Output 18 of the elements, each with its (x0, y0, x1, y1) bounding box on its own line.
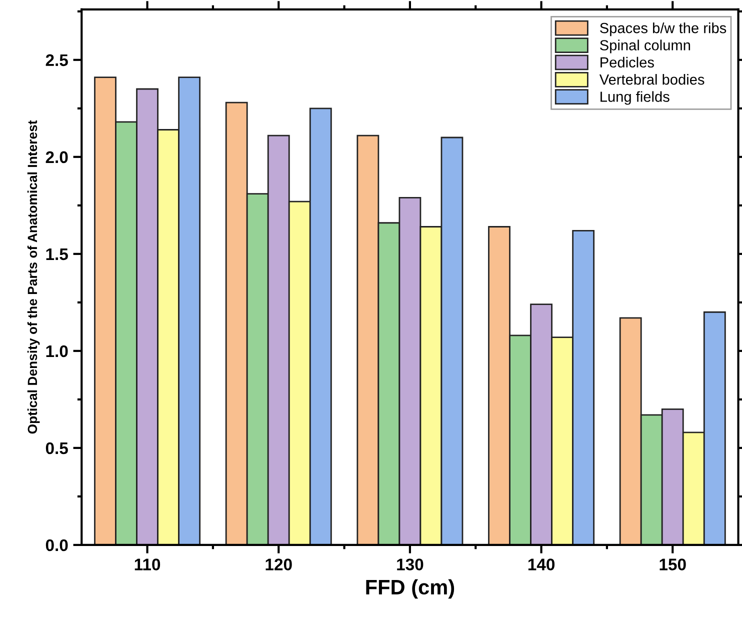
y-tick-label: 0.0 (46, 539, 68, 552)
x-tick-label: 140 (528, 558, 555, 570)
legend-label: Lung fields (600, 91, 670, 105)
y-tick-label: 2.0 (46, 151, 68, 164)
legend-label: Vertebral bodies (599, 74, 704, 85)
x-tick-label: 150 (660, 558, 686, 570)
x-tick-label: 130 (397, 558, 424, 570)
x-tick-label: 120 (266, 558, 292, 570)
legend-label: Spaces b/w the ribs (600, 22, 726, 36)
x-axis-title: FFD (cm) (366, 579, 454, 599)
y-tick-label: 0.5 (46, 442, 68, 454)
y-tick-label: 2.5 (46, 54, 68, 66)
x-tick-label: 110 (134, 558, 160, 570)
legend-label: Spinal column (600, 40, 690, 54)
y-tick-label: 1.5 (46, 248, 68, 260)
y-tick-label: 1.0 (46, 345, 68, 358)
legend-label: Pedicles (600, 56, 654, 68)
y-axis-title: Optical Density of the Parts of Anatomical Interest (27, 120, 40, 434)
